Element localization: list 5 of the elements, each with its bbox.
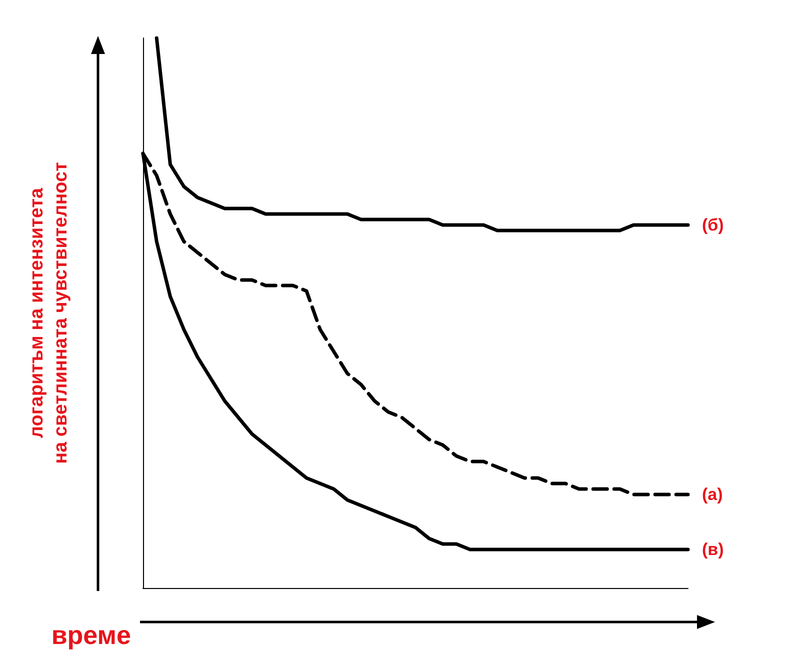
y-axis-title: логаритъм на интензитета на светлинната чувствителност <box>26 162 72 464</box>
series-label: (в) <box>702 540 724 559</box>
series-label: (а) <box>702 485 723 504</box>
x-axis-title: време <box>51 620 131 650</box>
series-label: (б) <box>702 216 724 234</box>
